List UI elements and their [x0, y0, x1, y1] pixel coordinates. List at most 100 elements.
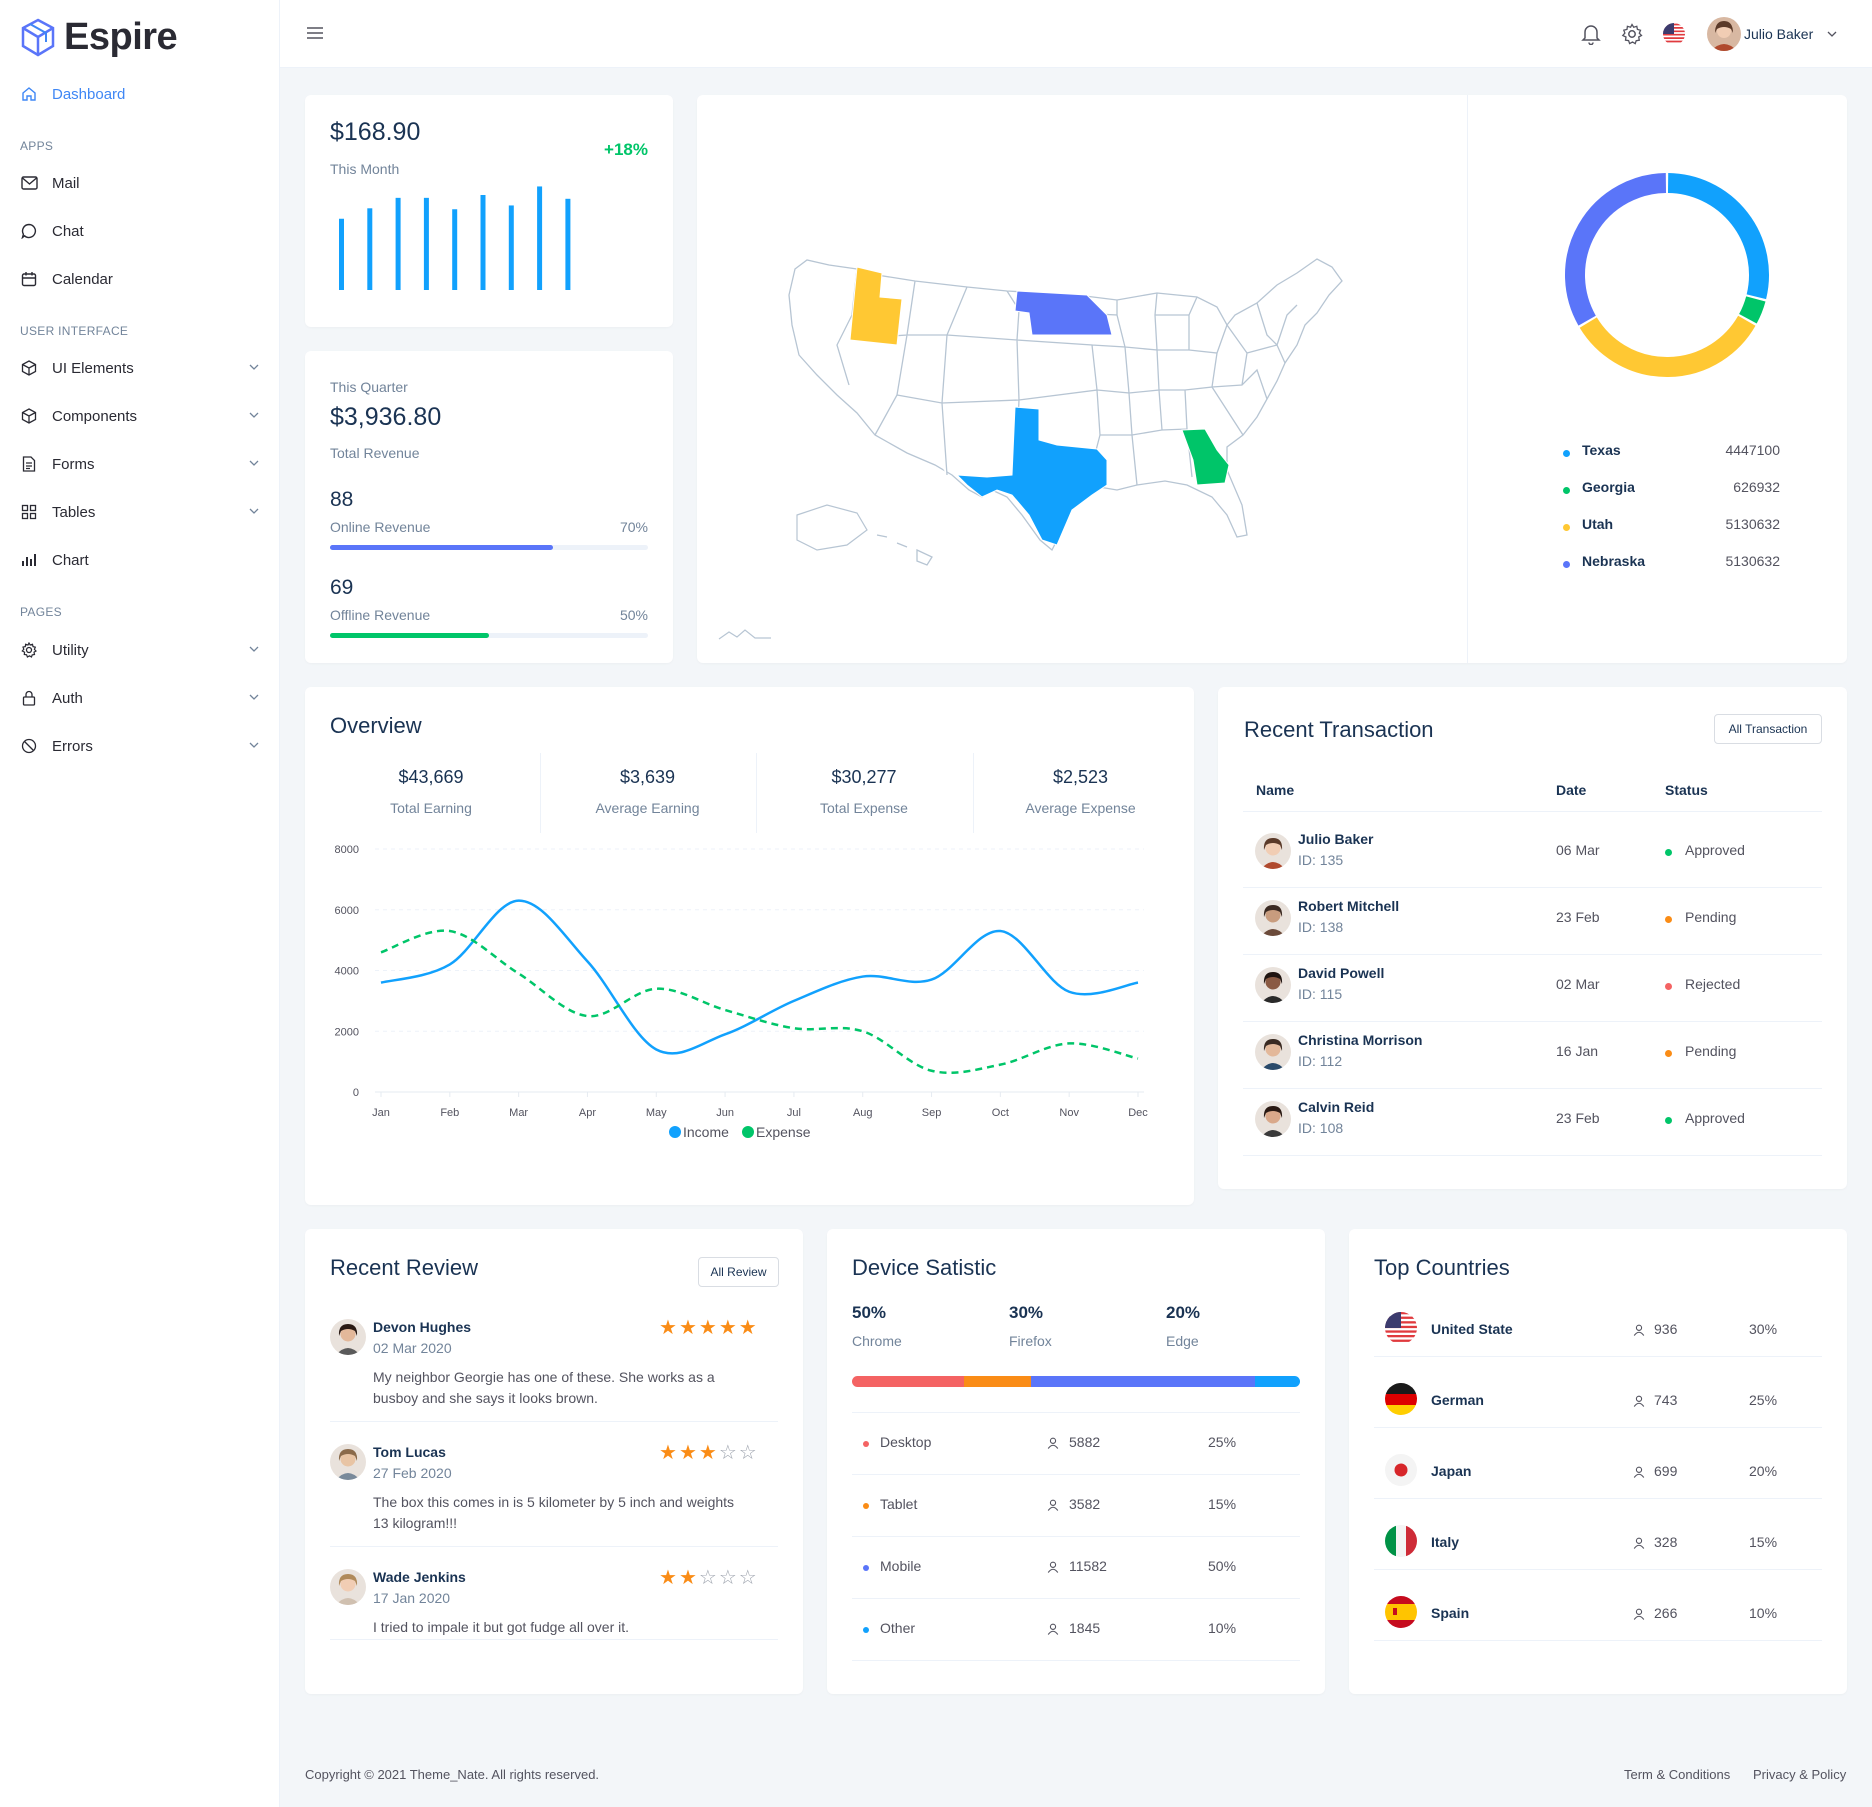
- transaction-avatar: [1255, 967, 1291, 1003]
- chart-legend-label[interactable]: Income: [683, 1124, 729, 1140]
- sidebar-item-dashboard[interactable]: Dashboard: [20, 79, 260, 109]
- utah-state[interactable]: [849, 266, 903, 346]
- sidebar-section-apps: APPS: [20, 139, 54, 153]
- country-name: German: [1431, 1392, 1484, 1408]
- review-divider: [330, 1421, 778, 1422]
- country-percent: 15%: [1749, 1534, 1778, 1550]
- y-tick-label: 2000: [335, 1026, 359, 1038]
- sidebar-item-chart[interactable]: Chart: [20, 545, 260, 575]
- reviewer-avatar: [330, 1444, 366, 1480]
- online-progress-fill: [330, 545, 553, 550]
- star-filled-icon: ★: [718, 1317, 739, 1339]
- rating-stars: ★★★☆☆: [659, 1440, 759, 1465]
- sidebar-item-errors[interactable]: Errors: [20, 731, 260, 761]
- country-percent: 25%: [1749, 1392, 1778, 1408]
- transaction-avatar: [1255, 833, 1291, 869]
- sidebar-item-auth[interactable]: Auth: [20, 683, 260, 713]
- calendar-icon: [20, 270, 38, 288]
- month-bar: [565, 198, 571, 290]
- series-line-income[interactable]: [380, 899, 1139, 1055]
- bell-icon[interactable]: [1581, 23, 1601, 49]
- row-divider: [1374, 1569, 1822, 1570]
- chart-legend-marker: [669, 1126, 681, 1138]
- device-stacked-bar: [852, 1376, 1300, 1387]
- device-name: Desktop: [880, 1434, 932, 1450]
- rating-stars: ★★★★★: [659, 1315, 759, 1340]
- row-divider: [1243, 954, 1822, 955]
- chart-legend-label[interactable]: Expense: [756, 1124, 811, 1140]
- overview-stat-divider: [539, 753, 541, 833]
- alaska-state: [796, 504, 868, 551]
- reviewer-name: Devon Hughes: [373, 1319, 472, 1335]
- star-filled-icon: ★: [678, 1442, 699, 1464]
- donut-slice[interactable]: [1579, 315, 1756, 377]
- donut-slice[interactable]: [1738, 296, 1766, 324]
- user-avatar[interactable]: [1707, 17, 1741, 51]
- chevron-down-icon: [248, 360, 260, 377]
- overview-stat-value: $2,523: [1052, 767, 1109, 787]
- legend-state-name: Utah: [1582, 516, 1614, 532]
- file-text-icon: [20, 455, 38, 473]
- all-review-button[interactable]: All Review: [698, 1257, 779, 1287]
- sidebar-item-chat[interactable]: Chat: [20, 216, 260, 246]
- review-title: Recent Review: [330, 1255, 478, 1280]
- x-tick-label: Feb: [440, 1107, 459, 1119]
- device-bar-segment: [964, 1376, 1032, 1387]
- sidebar-item-utility[interactable]: Utility: [20, 635, 260, 665]
- transaction-date: 02 Mar: [1556, 976, 1600, 992]
- sidebar-item-tables[interactable]: Tables: [20, 497, 260, 527]
- sidebar-item-label: Tables: [52, 503, 96, 521]
- month-bar-chart: [339, 186, 571, 290]
- star-filled-icon: ★: [698, 1442, 719, 1464]
- hawaii-state: [876, 534, 933, 566]
- row-divider: [1243, 1155, 1822, 1156]
- germany-flag-icon: [1385, 1383, 1417, 1415]
- sidebar-item-components[interactable]: Components: [20, 401, 260, 431]
- user-icon: [1047, 1560, 1059, 1577]
- recent-review-card: Recent Review All Review Devon Hughes 02 …: [305, 1229, 803, 1694]
- row-divider: [1374, 1498, 1822, 1499]
- x-tick-label: Apr: [579, 1107, 596, 1119]
- logo[interactable]: Espire: [20, 16, 178, 59]
- all-transaction-button[interactable]: All Transaction: [1714, 714, 1822, 744]
- month-bar: [452, 209, 458, 290]
- donut-slice[interactable]: [1667, 173, 1769, 300]
- us-flag-language-icon[interactable]: [1663, 23, 1685, 45]
- overview-title: Overview: [330, 713, 422, 738]
- transaction-id: ID: 108: [1298, 1120, 1344, 1136]
- georgia-state[interactable]: [1181, 428, 1230, 486]
- reviewer-avatar: [330, 1569, 366, 1605]
- japan-flag-icon: [1385, 1454, 1417, 1486]
- sidebar-item-label: Utility: [52, 641, 89, 659]
- x-tick-label: May: [646, 1107, 667, 1119]
- review-date: 02 Mar 2020: [373, 1340, 452, 1356]
- star-empty-icon: ☆: [738, 1567, 759, 1589]
- texas-state[interactable]: [955, 406, 1108, 546]
- quarter-revenue-card: This Quarter $3,936.80 Total Revenue 88 …: [305, 351, 673, 663]
- nebraska-state[interactable]: [1014, 290, 1113, 336]
- x-tick-label: Sep: [922, 1107, 942, 1119]
- overview-stat-label: Total Earning: [390, 800, 472, 816]
- stop-icon: [20, 737, 38, 755]
- sidebar-item-label: Dashboard: [52, 85, 126, 103]
- month-bar: [537, 186, 543, 290]
- user-icon: [1047, 1436, 1059, 1453]
- overview-stat-value: $43,669: [398, 767, 464, 787]
- sidebar-item-calendar[interactable]: Calendar: [20, 264, 260, 294]
- sidebar-item-ui-elements[interactable]: UI Elements: [20, 353, 260, 383]
- menu-toggle-icon[interactable]: [306, 26, 324, 44]
- row-divider: [852, 1474, 1300, 1475]
- donut-slice[interactable]: [1565, 173, 1667, 326]
- sidebar-item-mail[interactable]: Mail: [20, 168, 260, 198]
- footer-terms-link[interactable]: Term & Conditions: [1624, 1767, 1731, 1782]
- chevron-down-icon: [248, 642, 260, 659]
- settings-gear-icon[interactable]: [1621, 23, 1643, 49]
- sidebar-item-forms[interactable]: Forms: [20, 449, 260, 479]
- offline-revenue-label: Offline Revenue: [330, 607, 431, 623]
- sidebar-item-label: Mail: [52, 174, 80, 192]
- series-line-expense[interactable]: [380, 929, 1139, 1074]
- country-percent: 10%: [1749, 1605, 1778, 1621]
- user-name[interactable]: Julio Baker: [1744, 26, 1814, 42]
- chevron-down-icon[interactable]: [1826, 27, 1838, 44]
- footer-privacy-link[interactable]: Privacy & Policy: [1753, 1767, 1847, 1782]
